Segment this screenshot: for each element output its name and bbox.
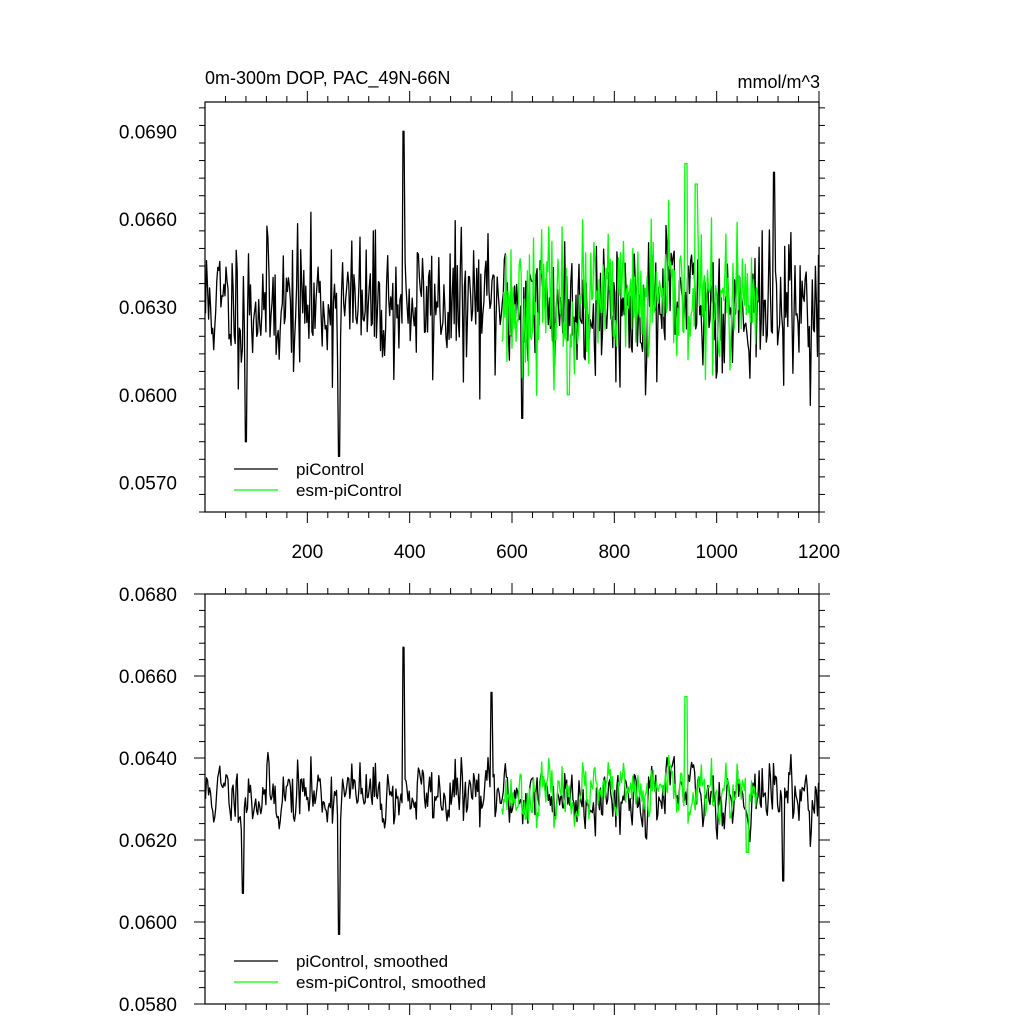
y-tick-label: 0.0570 xyxy=(119,474,177,495)
top-series-group xyxy=(204,130,820,458)
legend-label-picontrol-smoothed: piControl, smoothed xyxy=(296,952,448,971)
series-line-esm-picontrol xyxy=(501,162,759,396)
bottom-panel: 0.0580 0.0600 0.0620 0.0640 0.0660 0.0680 piC… xyxy=(119,583,830,1016)
legend-label-esm-picontrol-smoothed: esm-piControl, smoothed xyxy=(296,973,486,992)
y-tick-label: 0.0580 xyxy=(119,995,177,1016)
series-line-picontrol-smoothed xyxy=(204,646,820,935)
x-tick-label: 200 xyxy=(291,542,323,563)
legend-label-picontrol: piControl xyxy=(296,460,364,479)
bottom-series-group xyxy=(204,646,820,935)
units-label: mmol/m^3 xyxy=(738,72,820,92)
top-ticks-group: 0.0570 0.0600 0.0630 0.0660 0.0690 200 400 600 8… xyxy=(119,91,840,563)
y-tick-label: 0.0630 xyxy=(119,298,177,319)
y-tick-label: 0.0640 xyxy=(119,749,177,770)
y-tick-label: 0.0660 xyxy=(119,667,177,688)
x-tick-label: 1200 xyxy=(798,542,840,563)
x-tick-label: 1000 xyxy=(696,542,738,563)
y-tick-label: 0.0620 xyxy=(119,831,177,852)
top-panel: 0m-300m DOP, PAC_49N-66N mmol/m^3 0.0570… xyxy=(119,68,840,563)
y-tick-label: 0.0680 xyxy=(119,585,177,606)
y-tick-label: 0.0600 xyxy=(119,913,177,934)
y-tick-label: 0.0690 xyxy=(119,122,177,143)
bottom-ticks-group: 0.0580 0.0600 0.0620 0.0640 0.0660 0.0680 xyxy=(119,583,830,1016)
bottom-legend: piControl, smoothed esm-piControl, smoot… xyxy=(234,952,486,992)
x-tick-label: 800 xyxy=(598,542,630,563)
y-tick-label: 0.0600 xyxy=(119,386,177,407)
top-legend: piControl esm-piControl xyxy=(234,460,402,500)
y-tick-label: 0.0660 xyxy=(119,210,177,231)
legend-label-esm-picontrol: esm-piControl xyxy=(296,481,402,500)
series-line-esm-picontrol-smoothed xyxy=(501,695,759,853)
x-tick-label: 400 xyxy=(394,542,426,563)
x-tick-label: 600 xyxy=(496,542,528,563)
chart-title: 0m-300m DOP, PAC_49N-66N xyxy=(205,68,450,89)
